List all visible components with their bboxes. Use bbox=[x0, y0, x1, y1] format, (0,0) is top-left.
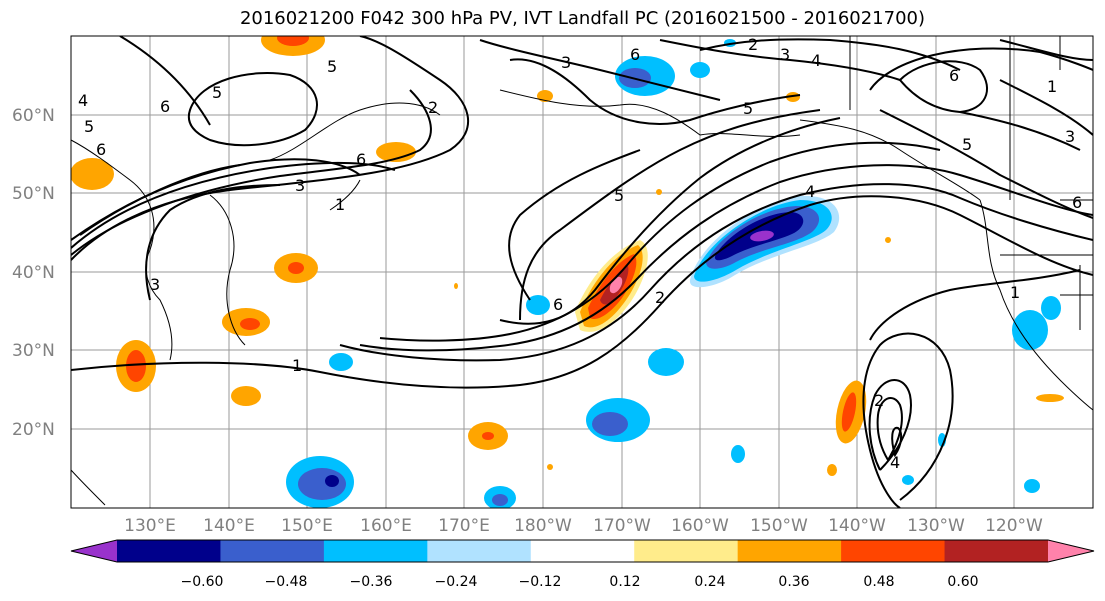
colorbar-tick-label: 0.48 bbox=[863, 574, 894, 590]
colorbar-segment bbox=[117, 540, 221, 562]
contour-label: 6 bbox=[160, 97, 170, 116]
contour-label: 5 bbox=[327, 57, 337, 76]
coastlines bbox=[71, 36, 1093, 506]
contour-label: 1 bbox=[292, 356, 302, 375]
colorbar-outline bbox=[70, 539, 1095, 563]
contour-label: 6 bbox=[96, 140, 106, 159]
colorbar-extend-low bbox=[71, 540, 117, 562]
lat-label: 30°N bbox=[12, 341, 55, 361]
contour-label: 2 bbox=[748, 35, 758, 54]
colorbar-tick-label: 0.60 bbox=[947, 574, 978, 590]
colorbar-ticks: −0.60 −0.48 −0.36 −0.24 −0.12 0.12 0.24 … bbox=[181, 574, 979, 590]
contour-label: 3 bbox=[295, 176, 305, 195]
lat-label: 40°N bbox=[12, 263, 55, 283]
contour-label: 6 bbox=[1072, 193, 1082, 212]
lon-label: 150°W bbox=[750, 516, 808, 536]
colorbar-tick-label: 0.12 bbox=[609, 574, 640, 590]
colorbar-tick-label: −0.24 bbox=[435, 574, 478, 590]
pv-contour-labels: 1 2 3 4 5 6 6 5 6 6 5 2 3 4 5 6 4 5 6 3 … bbox=[78, 35, 1082, 472]
lon-label: 130°W bbox=[907, 516, 965, 536]
ivt-shading bbox=[71, 36, 1064, 508]
lon-label: 150°E bbox=[281, 516, 333, 536]
colorbar-tick-label: 0.36 bbox=[778, 574, 809, 590]
contour-label: 2 bbox=[655, 288, 665, 307]
contour-label: 4 bbox=[811, 51, 821, 70]
longitude-labels: 130°E 140°E 150°E 160°E 170°E 180°W 170°… bbox=[124, 516, 1043, 536]
lon-label: 180°W bbox=[514, 516, 572, 536]
lon-label: 140°E bbox=[203, 516, 255, 536]
colorbar-segment bbox=[323, 540, 428, 562]
contour-label: 4 bbox=[890, 453, 900, 472]
lon-label: 130°E bbox=[124, 516, 176, 536]
colorbar-segment bbox=[220, 540, 325, 562]
colorbar-segment bbox=[737, 540, 842, 562]
colorbar-tick-label: −0.12 bbox=[519, 574, 562, 590]
contour-label: 6 bbox=[949, 66, 959, 85]
colorbar-segment bbox=[427, 540, 532, 562]
lat-label: 20°N bbox=[12, 420, 55, 440]
colorbar-segment bbox=[944, 540, 1049, 562]
contour-label: 6 bbox=[553, 295, 563, 314]
lat-label: 50°N bbox=[12, 184, 55, 204]
contour-label: 1 bbox=[1047, 77, 1057, 96]
lon-label: 140°W bbox=[828, 516, 886, 536]
lon-label: 160°E bbox=[360, 516, 412, 536]
lat-label: 60°N bbox=[12, 106, 55, 126]
lon-label: 170°W bbox=[593, 516, 651, 536]
contour-label: 3 bbox=[150, 275, 160, 294]
contour-label: 3 bbox=[1065, 127, 1075, 146]
colorbar-tick-label: −0.36 bbox=[350, 574, 393, 590]
contour-label: 1 bbox=[1010, 283, 1020, 302]
contour-label: 3 bbox=[780, 45, 790, 64]
contour-label: 5 bbox=[614, 186, 624, 205]
contour-label: 4 bbox=[78, 91, 88, 110]
colorbar bbox=[70, 539, 1095, 563]
colorbar-segment bbox=[634, 540, 739, 562]
contour-label: 2 bbox=[428, 98, 438, 117]
colorbar-tick-label: −0.48 bbox=[265, 574, 308, 590]
latitude-labels: 60°N 50°N 40°N 30°N 20°N bbox=[12, 106, 55, 440]
contour-label: 5 bbox=[84, 117, 94, 136]
contour-label: 5 bbox=[212, 83, 222, 102]
lon-label: 160°W bbox=[671, 516, 729, 536]
contour-label: 6 bbox=[356, 150, 366, 169]
contour-label: 3 bbox=[561, 53, 571, 72]
colorbar-extend-high bbox=[1048, 540, 1094, 562]
colorbar-segment bbox=[841, 540, 946, 562]
colorbar-tick-label: −0.60 bbox=[181, 574, 224, 590]
lon-label: 170°E bbox=[438, 516, 490, 536]
plot-frame bbox=[70, 35, 1094, 509]
pv-contours bbox=[71, 36, 1093, 508]
contour-label: 4 bbox=[805, 182, 815, 201]
colorbar-segment bbox=[530, 540, 635, 562]
contour-label: 6 bbox=[630, 45, 640, 64]
contour-label: 2 bbox=[874, 391, 884, 410]
contour-label: 1 bbox=[335, 195, 345, 214]
lon-label: 120°W bbox=[985, 516, 1043, 536]
contour-label: 5 bbox=[962, 135, 972, 154]
contour-label: 5 bbox=[743, 99, 753, 118]
map-title: 2016021200 F042 300 hPa PV, IVT Landfall… bbox=[239, 8, 926, 29]
colorbar-tick-label: 0.24 bbox=[694, 574, 725, 590]
